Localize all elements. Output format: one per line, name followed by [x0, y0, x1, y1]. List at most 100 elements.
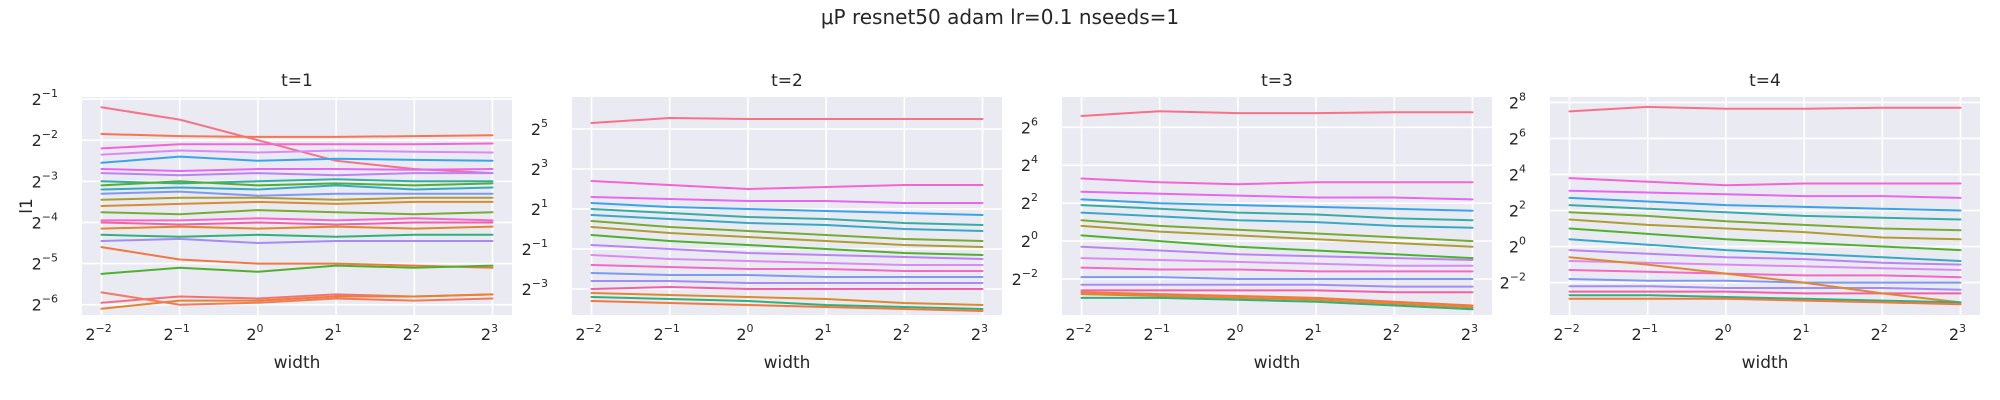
- x-tick-label: 23: [1461, 322, 1478, 344]
- y-tick-label: 23: [531, 157, 548, 179]
- x-axis-label: width: [1254, 353, 1301, 373]
- x-tick-exponent: −2: [1076, 322, 1092, 335]
- y-tick-label: 22: [1509, 199, 1526, 221]
- series-line-10: [100, 184, 494, 191]
- series-line-7: [1080, 219, 1474, 243]
- x-tick-label: 20: [1714, 322, 1731, 344]
- x-tick-label: 2−1: [1632, 322, 1658, 344]
- y-tick-exponent: 2: [1519, 199, 1526, 212]
- x-tick-exponent: 1: [825, 322, 832, 335]
- series-line-4: [1080, 198, 1474, 212]
- figure-suptitle: μP resnet50 adam lr=0.1 nseeds=1: [821, 5, 1179, 29]
- series-line-8: [590, 226, 984, 248]
- series-line-17: [590, 296, 984, 310]
- x-tick-label: 22: [893, 322, 910, 344]
- series-line-15: [590, 286, 984, 290]
- x-tick-label: 2−1: [164, 322, 190, 344]
- series-line-5: [1080, 204, 1474, 222]
- series-line-2: [100, 133, 494, 138]
- x-tick-exponent: 2: [413, 322, 420, 335]
- x-tick-label: 21: [324, 322, 341, 344]
- y-tick-exponent: −2: [1510, 271, 1526, 284]
- series-line-14: [1568, 285, 1962, 291]
- y-tick-label: 22: [1021, 191, 1038, 213]
- x-tick-label: 2−2: [575, 322, 601, 344]
- y-tick-label: 20: [1021, 229, 1038, 251]
- series-line-14: [1080, 283, 1474, 288]
- x-tick-exponent: 2: [903, 322, 910, 335]
- series-line-16: [590, 292, 984, 306]
- y-tick-exponent: 0: [1031, 229, 1038, 242]
- series-line-13: [100, 200, 494, 207]
- series-line-16: [1080, 293, 1474, 309]
- series-line-4: [590, 202, 984, 216]
- series-line-6: [1568, 211, 1962, 232]
- y-tick-label: 20: [1509, 235, 1526, 257]
- series-line-16: [1568, 256, 1962, 304]
- y-tick-exponent: 3: [541, 157, 548, 170]
- series-line-12: [590, 264, 984, 272]
- series-line-19: [100, 237, 494, 244]
- y-tick-exponent: −1: [532, 237, 548, 250]
- series-line-21: [100, 264, 494, 275]
- x-tick-label: 2−2: [85, 322, 111, 344]
- series-line-7: [100, 172, 494, 177]
- y-tick-label: 2−5: [32, 252, 58, 274]
- series-line-2: [590, 180, 984, 190]
- y-tick-label: 26: [1021, 115, 1038, 137]
- y-tick-exponent: −6: [42, 293, 58, 306]
- y-tick-exponent: 8: [1519, 90, 1526, 103]
- x-tick-exponent: 1: [335, 322, 342, 335]
- x-tick-label: 21: [1304, 322, 1321, 344]
- y-tick-exponent: 2: [1031, 191, 1038, 204]
- y-tick-exponent: 4: [1519, 162, 1526, 175]
- series-line-15: [100, 217, 494, 222]
- x-tick-label: 20: [246, 322, 263, 344]
- series-line-11: [590, 254, 984, 266]
- series-line-5: [590, 208, 984, 226]
- y-tick-exponent: −5: [42, 252, 58, 265]
- series-line-1: [1568, 105, 1962, 113]
- series-line-20: [100, 246, 494, 269]
- y-tick-label: 2−1: [522, 237, 548, 259]
- series-line-12: [100, 196, 494, 201]
- series-line-6: [100, 168, 494, 172]
- subplot-title: t=1: [281, 71, 313, 91]
- x-tick-exponent: 2: [1881, 322, 1888, 335]
- y-tick-exponent: −1: [42, 87, 58, 100]
- series-line-6: [590, 214, 984, 232]
- x-tick-label: 22: [403, 322, 420, 344]
- x-tick-label: 21: [814, 322, 831, 344]
- series-line-6: [1080, 211, 1474, 229]
- y-tick-exponent: −3: [42, 169, 58, 182]
- x-tick-exponent: −1: [174, 322, 190, 335]
- series-line-18: [1080, 291, 1474, 307]
- series-line-15: [1080, 289, 1474, 294]
- series-line-9: [1568, 238, 1962, 262]
- y-tick-label: 21: [531, 197, 548, 219]
- series-line-12: [1080, 266, 1474, 273]
- y-tick-label: 2−2: [32, 128, 58, 150]
- series-line-5: [100, 155, 494, 164]
- y-tick-label: 2−3: [522, 277, 548, 299]
- x-tick-exponent: −1: [664, 322, 680, 335]
- x-tick-label: 2−2: [1065, 322, 1091, 344]
- x-tick-exponent: 1: [1803, 322, 1810, 335]
- y-tick-exponent: 6: [1031, 115, 1038, 128]
- x-tick-exponent: 0: [1237, 322, 1244, 335]
- y-tick-exponent: −4: [42, 210, 58, 223]
- series-line-12: [1568, 269, 1962, 279]
- x-axis-label: width: [764, 353, 811, 373]
- y-tick-label: 24: [1021, 153, 1038, 175]
- series-line-15: [1568, 290, 1962, 295]
- series-line-14: [100, 209, 494, 216]
- x-tick-exponent: −2: [586, 322, 602, 335]
- x-tick-exponent: 0: [747, 322, 754, 335]
- series-line-4: [100, 149, 494, 156]
- series-line-17: [100, 225, 494, 230]
- series-line-1: [1080, 110, 1474, 117]
- series-line-3: [1080, 190, 1474, 201]
- y-tick-exponent: 5: [541, 117, 548, 130]
- series-line-2: [1568, 177, 1962, 187]
